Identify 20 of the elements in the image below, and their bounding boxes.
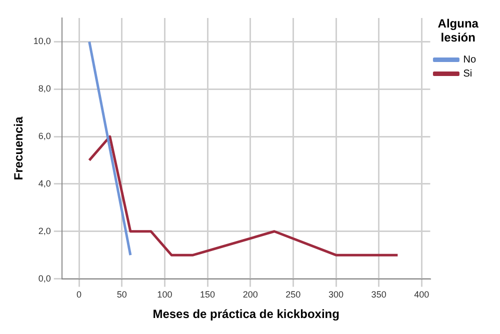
x-tick-label: 50 <box>116 290 127 300</box>
legend-label: Si <box>463 68 472 80</box>
x-axis-title: Meses de práctica de kickboxing <box>152 307 340 322</box>
legend-title: Alguna lesión <box>438 16 479 45</box>
y-tick-label: 8,0 <box>38 84 51 94</box>
x-tick-label: 200 <box>242 290 258 300</box>
x-tick-label: 250 <box>286 290 301 300</box>
y-axis-title: Frecuencia <box>12 116 26 180</box>
x-tick-label: 300 <box>328 290 344 300</box>
y-tick-label: 2,0 <box>38 226 51 236</box>
x-tick-label: 400 <box>414 290 430 300</box>
y-tick-label: 6,0 <box>38 131 51 142</box>
x-tick-label: 100 <box>157 290 172 300</box>
x-tick-label: 0 <box>76 290 82 300</box>
x-tick-label: 150 <box>200 290 216 300</box>
y-tick-label: 10,0 <box>33 36 51 46</box>
y-tick-label: 4,0 <box>38 178 51 188</box>
legend-label: No <box>463 54 476 66</box>
y-tick-label: 0,0 <box>38 273 51 284</box>
x-tick-label: 350 <box>371 290 386 300</box>
